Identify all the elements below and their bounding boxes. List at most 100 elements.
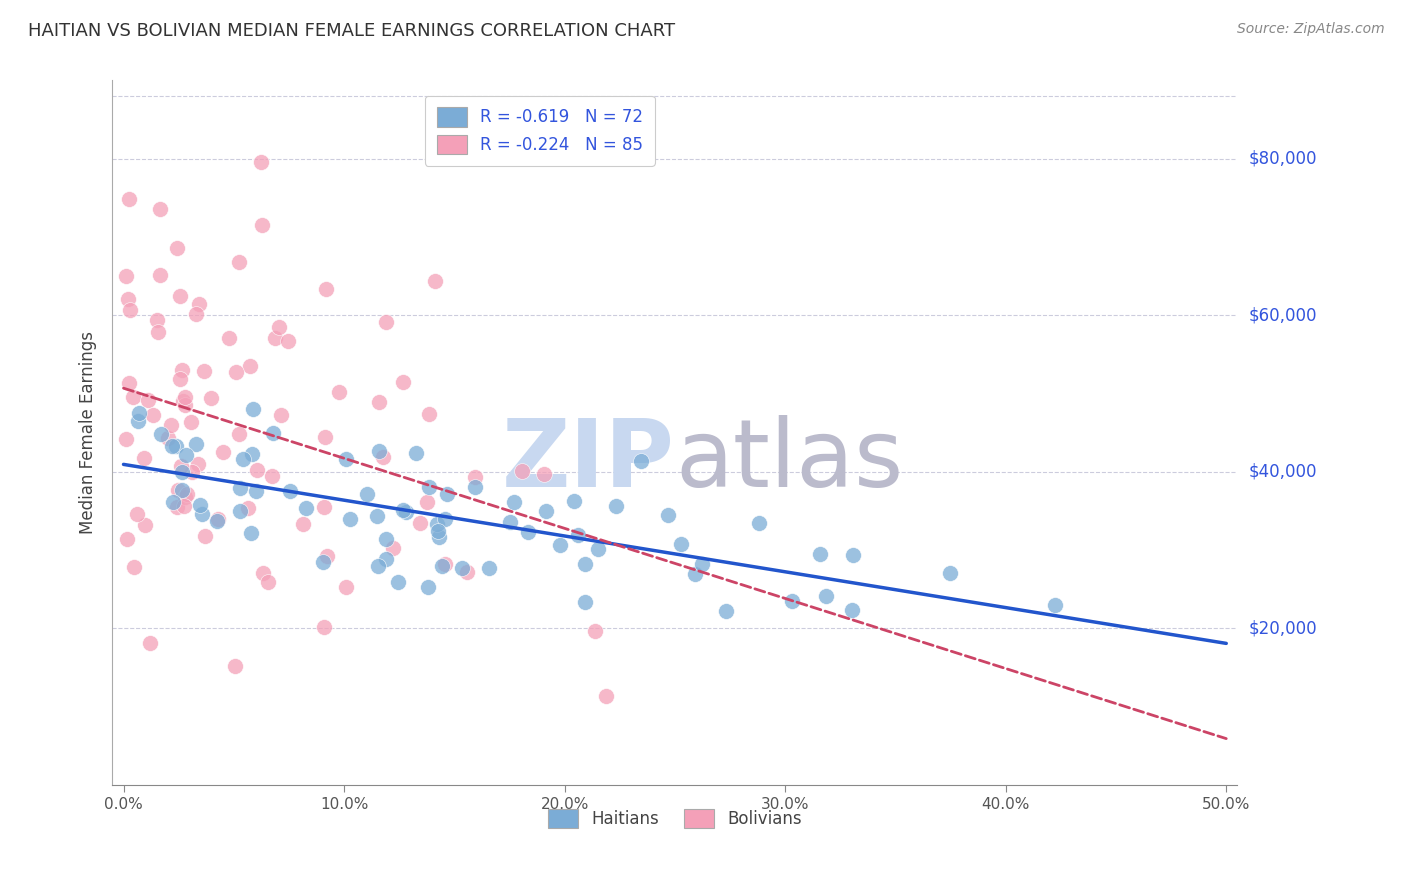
Point xyxy=(277,334,299,348)
Point xyxy=(335,451,357,466)
Point xyxy=(808,548,831,562)
Point xyxy=(314,430,336,444)
Point xyxy=(117,292,139,306)
Point xyxy=(148,326,170,340)
Point xyxy=(263,331,285,345)
Point xyxy=(194,529,217,543)
Point xyxy=(173,499,195,513)
Point xyxy=(278,483,301,498)
Point xyxy=(533,467,555,482)
Point xyxy=(669,537,692,551)
Point xyxy=(371,450,394,464)
Text: atlas: atlas xyxy=(675,415,903,507)
Point xyxy=(180,415,202,429)
Point xyxy=(382,541,405,555)
Point xyxy=(118,193,141,207)
Point xyxy=(716,604,738,618)
Legend: Haitians, Bolivians: Haitians, Bolivians xyxy=(540,801,810,837)
Point xyxy=(418,480,440,494)
Point xyxy=(423,274,446,288)
Point xyxy=(138,393,160,408)
Point xyxy=(367,559,389,574)
Point xyxy=(269,319,291,334)
Point xyxy=(586,542,609,557)
Point xyxy=(595,689,617,703)
Point xyxy=(450,560,472,574)
Point xyxy=(583,624,606,638)
Point xyxy=(416,580,439,594)
Point xyxy=(260,469,283,483)
Text: Source: ZipAtlas.com: Source: ZipAtlas.com xyxy=(1237,22,1385,37)
Point xyxy=(176,487,198,501)
Point xyxy=(166,483,188,497)
Point xyxy=(250,218,273,232)
Point xyxy=(314,620,336,634)
Point xyxy=(434,557,457,571)
Point xyxy=(162,495,184,509)
Point xyxy=(516,525,538,540)
Point xyxy=(426,517,449,532)
Point xyxy=(134,517,156,532)
Point xyxy=(499,516,522,530)
Point xyxy=(335,580,357,594)
Point xyxy=(225,365,247,379)
Point xyxy=(252,566,274,581)
Point xyxy=(125,508,148,522)
Point xyxy=(114,268,136,283)
Point xyxy=(115,432,138,446)
Point xyxy=(141,408,163,422)
Point xyxy=(574,557,596,571)
Point xyxy=(464,469,486,483)
Point xyxy=(427,530,450,544)
Point xyxy=(238,500,260,515)
Point xyxy=(160,418,183,433)
Point xyxy=(328,385,350,400)
Point xyxy=(436,487,458,501)
Point xyxy=(534,504,557,518)
Point xyxy=(207,511,229,525)
Point xyxy=(172,394,194,409)
Point xyxy=(200,391,222,405)
Point xyxy=(240,447,263,461)
Point xyxy=(630,454,652,468)
Point xyxy=(374,552,396,566)
Text: $40,000: $40,000 xyxy=(1249,463,1317,481)
Point xyxy=(842,548,865,562)
Point xyxy=(262,425,284,440)
Point xyxy=(160,439,183,453)
Point xyxy=(184,437,207,451)
Point xyxy=(180,466,202,480)
Point xyxy=(174,490,197,504)
Point xyxy=(690,557,713,571)
Point xyxy=(165,439,187,453)
Point xyxy=(374,315,396,329)
Point xyxy=(574,594,596,608)
Point xyxy=(232,451,254,466)
Y-axis label: Median Female Earnings: Median Female Earnings xyxy=(79,331,97,534)
Point xyxy=(139,635,162,649)
Point xyxy=(145,312,167,326)
Point xyxy=(456,565,478,579)
Point xyxy=(391,376,413,390)
Point xyxy=(170,483,193,497)
Point xyxy=(174,398,197,412)
Point xyxy=(510,465,533,479)
Point xyxy=(368,444,391,458)
Point xyxy=(115,532,138,546)
Text: $20,000: $20,000 xyxy=(1249,619,1317,638)
Text: HAITIAN VS BOLIVIAN MEDIAN FEMALE EARNINGS CORRELATION CHART: HAITIAN VS BOLIVIAN MEDIAN FEMALE EARNIN… xyxy=(28,22,675,40)
Point xyxy=(503,495,526,509)
Text: $80,000: $80,000 xyxy=(1249,150,1317,168)
Point xyxy=(205,514,228,528)
Point xyxy=(841,603,863,617)
Point xyxy=(134,450,156,465)
Point xyxy=(312,500,335,514)
Point xyxy=(464,480,486,494)
Point xyxy=(245,483,267,498)
Point xyxy=(128,406,150,420)
Point xyxy=(228,255,250,269)
Point xyxy=(117,376,139,391)
Point xyxy=(149,202,172,217)
Point xyxy=(426,524,449,538)
Point xyxy=(174,390,197,404)
